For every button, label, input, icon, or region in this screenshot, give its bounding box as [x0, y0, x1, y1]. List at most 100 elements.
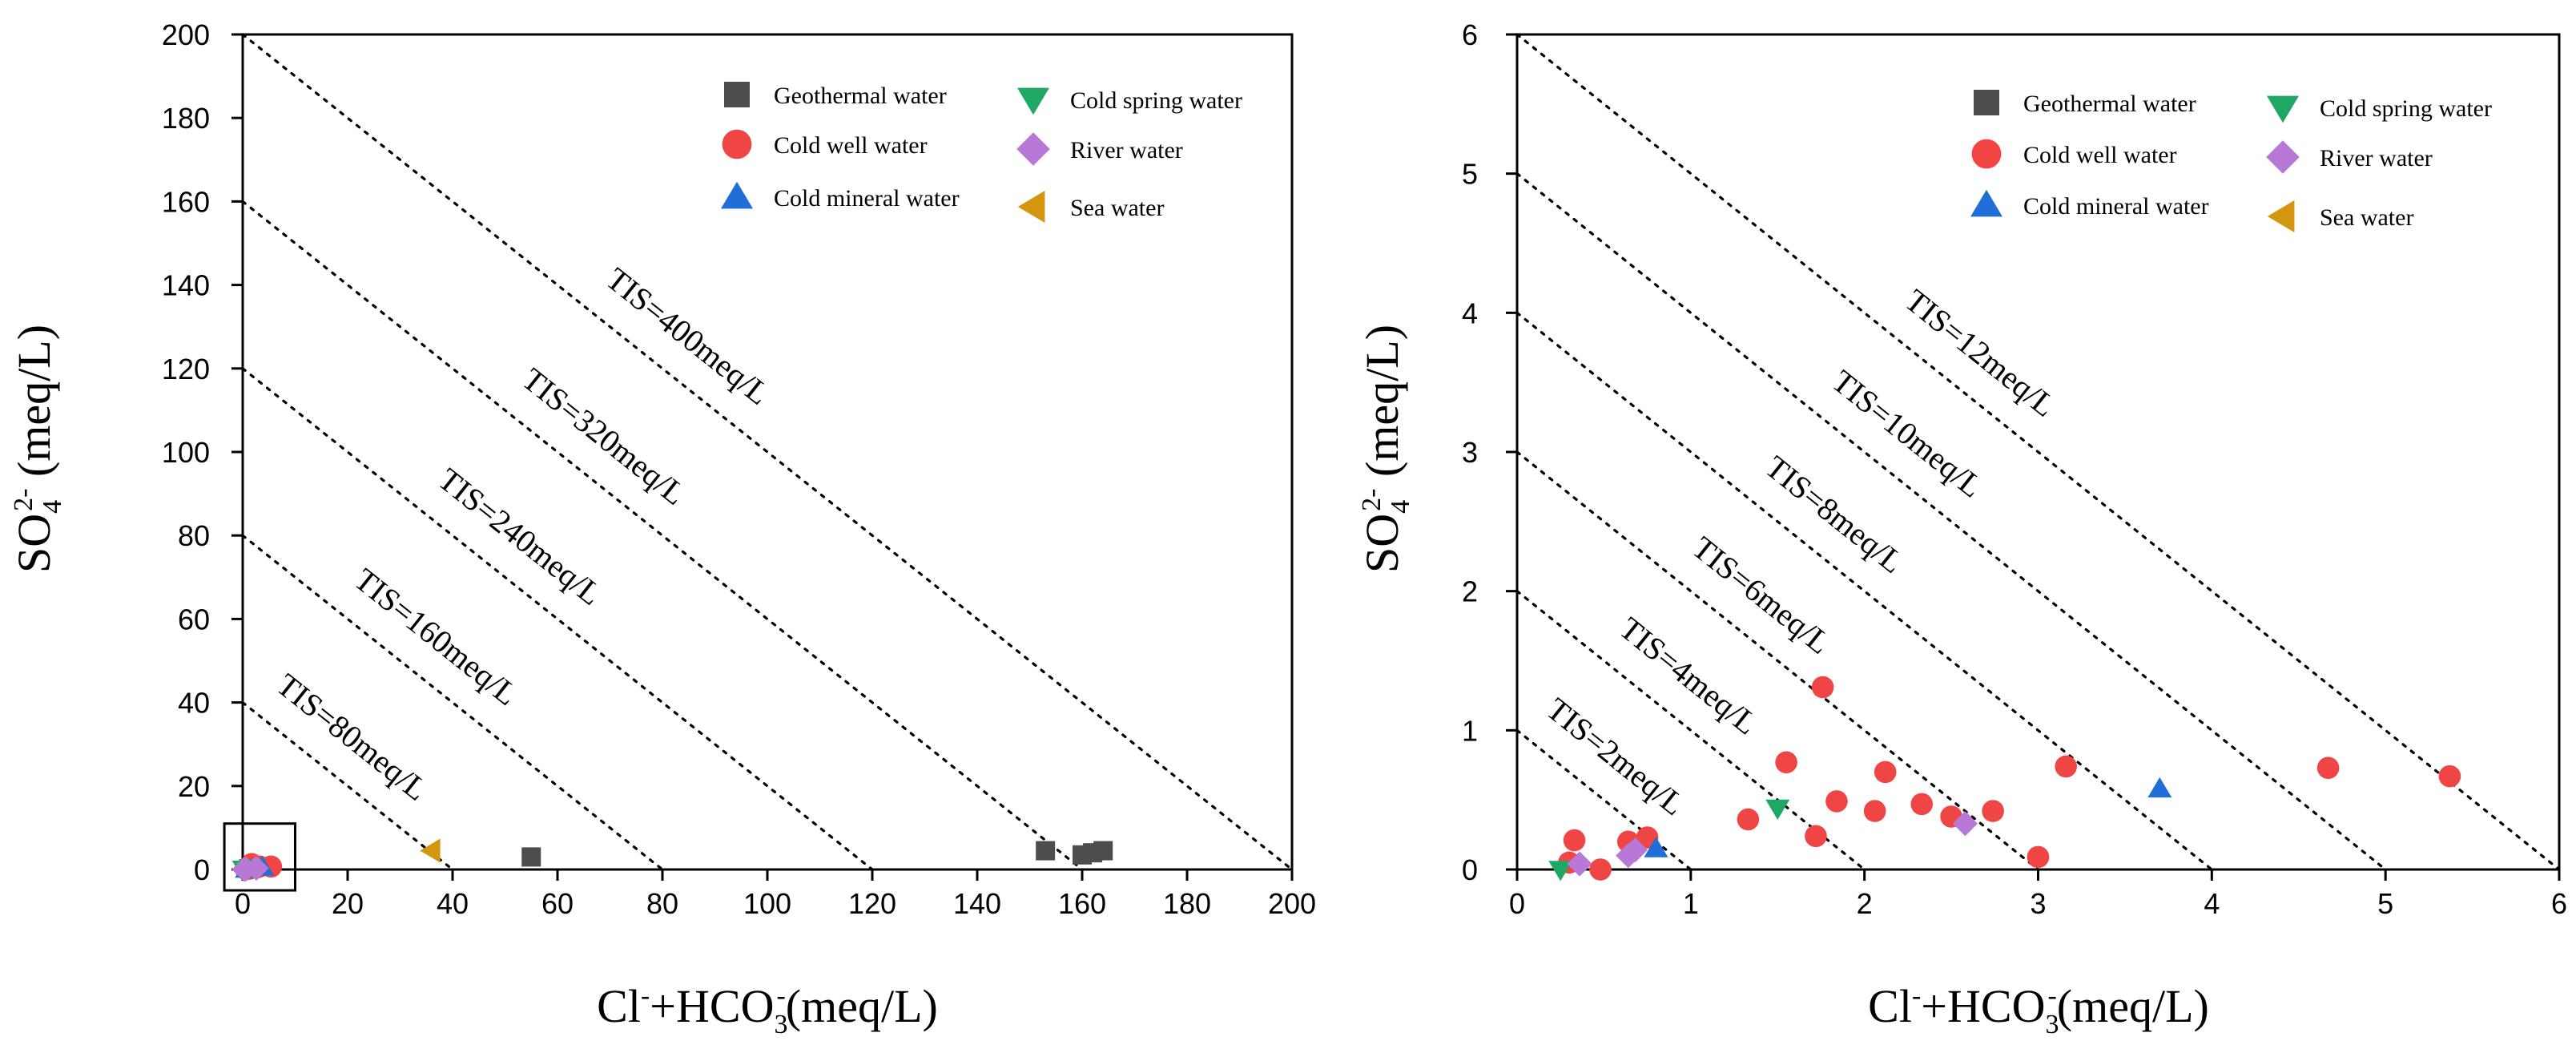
y-tick-label: 200	[162, 18, 210, 51]
data-point-cold-well-water	[1589, 858, 1612, 881]
y-tick-label: 120	[162, 353, 210, 385]
data-point-cold-well-water	[1910, 793, 1934, 816]
legend-marker	[2266, 140, 2300, 174]
legend-label: River water	[2320, 145, 2433, 171]
x-axis-title: Cl-+HCO3-(meq/L)	[597, 980, 938, 1039]
tis-line	[241, 200, 1084, 871]
data-point-cold-well-water	[2027, 845, 2050, 869]
data-point-river-water	[1952, 811, 1978, 837]
data-point-geothermal-water	[521, 847, 541, 867]
data-point-cold-mineral-water	[1644, 837, 1668, 857]
data-point-cold-well-water	[2316, 756, 2340, 780]
x-tick-label: 6	[2551, 887, 2567, 920]
tis-label: TIS=10meq/L	[1825, 363, 1990, 505]
y-axis-title: SO42- (meq/L)	[1356, 325, 1415, 573]
tis-label: TIS=6meq/L	[1686, 529, 1838, 661]
y-tick-label: 6	[1462, 18, 1478, 51]
data-point-sea-water	[420, 838, 441, 863]
x-tick-label: 160	[1058, 887, 1106, 920]
x-tick-label: 140	[953, 887, 1001, 920]
data-point-geothermal-water	[1093, 841, 1113, 861]
x-tick-label: 200	[1268, 887, 1316, 920]
y-tick-label: 100	[162, 436, 210, 469]
zoom-inset-box	[223, 822, 297, 892]
legend-marker	[1971, 139, 2002, 169]
data-point-cold-well-water	[1825, 790, 1848, 813]
tis-label: TIS=2meq/L	[1540, 691, 1692, 823]
legend-label: River water	[1070, 137, 1183, 163]
legend-marker	[724, 82, 750, 107]
tis-line	[1515, 172, 2387, 871]
data-point-cold-well-water	[1982, 800, 2004, 822]
legend-label: Sea water	[1070, 195, 1164, 221]
tis-line	[1515, 450, 2040, 871]
legend-label: Sea water	[2320, 204, 2413, 231]
x-tick-label: 2	[1857, 887, 1873, 920]
tis-label: TIS=400meq/L	[599, 260, 776, 412]
x-tick-label: 100	[743, 887, 791, 920]
x-tick-label: 80	[646, 887, 678, 920]
legend-label: Cold mineral water	[774, 185, 960, 212]
data-point-cold-spring-water	[1765, 799, 1790, 820]
data-point-cold-well-water	[1563, 829, 1586, 852]
x-tick-label: 1	[1683, 887, 1699, 920]
legend-marker	[1970, 189, 2002, 217]
legend-label: Geothermal water	[2023, 91, 2196, 117]
tis-label: TIS=8meq/L	[1759, 449, 1911, 581]
y-tick-label: 2	[1462, 575, 1478, 608]
tis-label: TIS=12meq/L	[1898, 282, 2063, 424]
x-tick-label: 5	[2377, 887, 2393, 920]
legend-marker	[721, 181, 753, 209]
tis-line	[1515, 33, 2561, 871]
x-axis-title: Cl-+HCO3-(meq/L)	[1868, 980, 2209, 1039]
data-point-cold-well-water	[1874, 761, 1897, 784]
y-tick-label: 4	[1462, 297, 1478, 329]
data-point-cold-well-water	[1805, 825, 1827, 848]
chart-2: TIS=2meq/LTIS=4meq/LTIS=6meq/LTIS=8meq/L…	[1356, 18, 2567, 1039]
y-tick-label: 160	[162, 185, 210, 218]
tis-label: TIS=80meq/L	[270, 666, 435, 808]
x-tick-label: 40	[437, 887, 469, 920]
data-point-cold-well-water	[1737, 808, 1760, 831]
legend-marker	[2267, 200, 2295, 232]
tis-line	[1515, 590, 1866, 871]
y-tick-label: 3	[1462, 436, 1478, 469]
legend-label: Cold spring water	[2320, 95, 2492, 122]
legend-label: Geothermal water	[774, 83, 947, 109]
tis-line	[241, 33, 1294, 871]
x-tick-label: 120	[848, 887, 896, 920]
tis-label: TIS=4meq/L	[1612, 610, 1765, 742]
data-point-river-water	[231, 857, 257, 882]
y-tick-label: 40	[178, 687, 210, 720]
y-tick-label: 140	[162, 269, 210, 302]
data-point-cold-well-water	[1775, 751, 1797, 774]
tis-label: TIS=160meq/L	[348, 561, 525, 712]
data-point-river-water	[1622, 837, 1648, 863]
legend-marker	[1016, 132, 1050, 166]
y-tick-label: 1	[1462, 714, 1478, 747]
data-point-cold-spring-water	[1548, 861, 1573, 882]
legend-label: Cold well water	[2023, 142, 2177, 168]
data-point-geothermal-water	[1036, 841, 1056, 861]
legend-marker	[722, 129, 752, 159]
data-point-cold-well-water	[2438, 765, 2461, 788]
x-tick-label: 3	[2030, 887, 2046, 920]
y-axis-title: SO42- (meq/L)	[8, 325, 67, 573]
tis-line	[241, 534, 664, 871]
legend-label: Cold spring water	[1070, 87, 1242, 114]
legend-marker	[1974, 90, 1999, 115]
y-tick-label: 0	[1462, 853, 1478, 886]
chart-1: TIS=80meq/LTIS=160meq/LTIS=240meq/LTIS=3…	[8, 18, 1316, 1039]
data-point-cold-well-water	[1811, 676, 1834, 699]
tis-line	[1515, 311, 2213, 871]
legend-marker	[1017, 191, 1045, 223]
y-tick-label: 60	[178, 603, 210, 635]
x-tick-label: 20	[332, 887, 364, 920]
tis-line	[241, 367, 874, 871]
x-tick-label: 4	[2204, 887, 2220, 920]
y-tick-label: 80	[178, 519, 210, 552]
y-tick-label: 180	[162, 102, 210, 135]
y-tick-label: 0	[194, 853, 210, 886]
y-tick-label: 5	[1462, 158, 1478, 191]
